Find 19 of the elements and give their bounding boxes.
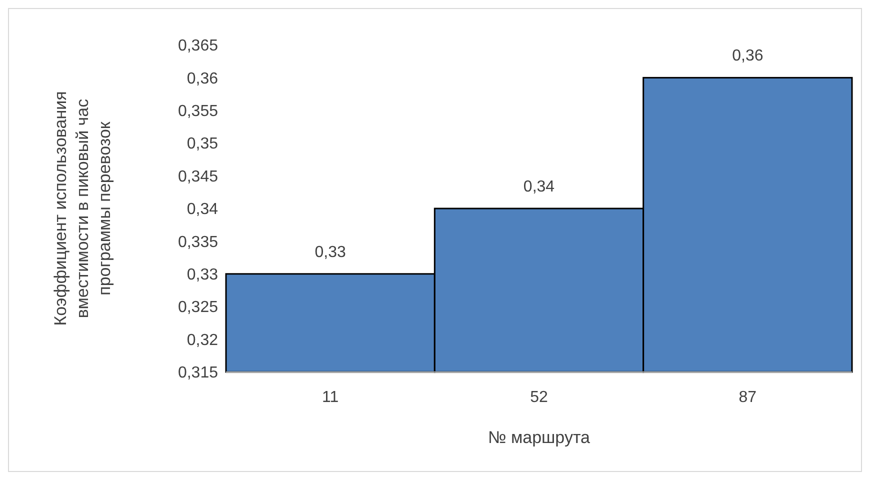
y-tick-label: 0,32 (186, 332, 218, 349)
y-tick-label: 0,34 (186, 201, 218, 218)
y-tick-label: 0,345 (178, 168, 218, 186)
y-axis-title: Коэффициент использования вместимости в пиковый час программы перевозок (51, 91, 114, 326)
x-tick-label: 87 (738, 389, 757, 406)
data-label: 0,34 (523, 178, 555, 196)
y-tick-label: 0,36 (186, 70, 218, 88)
y-tick-label: 0,355 (178, 103, 218, 120)
y-tick-label: 0,365 (178, 38, 218, 55)
data-label: 0,36 (732, 48, 764, 65)
y-tick-label: 0,325 (178, 299, 218, 316)
data-label: 0,33 (314, 244, 346, 261)
x-tick-label: 11 (322, 389, 339, 406)
y-tick-label: 0,315 (178, 364, 218, 382)
x-tick-label: 52 (530, 389, 548, 406)
y-tick-label: 0,35 (186, 136, 218, 153)
y-tick-label: 0,335 (178, 234, 218, 251)
y-tick-label: 0,33 (186, 266, 218, 284)
x-axis-title: № маршрута (488, 428, 591, 447)
